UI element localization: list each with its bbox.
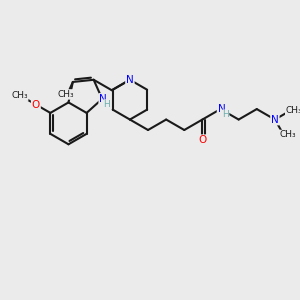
Text: N: N: [218, 104, 225, 114]
Text: CH₃: CH₃: [11, 91, 28, 100]
Text: H: H: [222, 110, 229, 119]
Text: CH₃: CH₃: [279, 130, 296, 140]
Text: O: O: [32, 100, 40, 110]
Text: N: N: [99, 94, 107, 104]
Text: N: N: [126, 75, 134, 85]
Text: CH₃: CH₃: [58, 90, 74, 99]
Text: N: N: [271, 115, 279, 124]
Text: H: H: [103, 100, 110, 109]
Text: O: O: [198, 135, 206, 145]
Text: CH₃: CH₃: [286, 106, 300, 115]
